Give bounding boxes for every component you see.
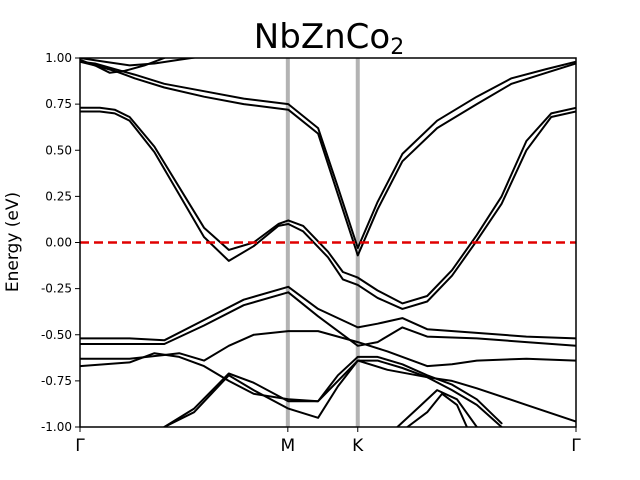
band-4 [80, 106, 576, 305]
y-tick-label-6: 0.50 [45, 143, 72, 157]
chart-title: NbZnCo2 [254, 17, 404, 60]
chart-title-subscript: 2 [390, 35, 404, 60]
band-12 [396, 389, 478, 427]
band-3 [80, 60, 576, 257]
x-tick-label-2: K [352, 436, 364, 456]
y-tick-label-4: 0.00 [45, 236, 72, 250]
band-8 [80, 330, 576, 368]
y-tick-label-0: -1.00 [41, 420, 72, 434]
chart-title-main: NbZnCo [254, 17, 390, 57]
y-axis-label: Energy (eV) [3, 192, 23, 292]
y-tick-label-8: 1.00 [45, 51, 72, 65]
x-tick-label-0: Γ [75, 436, 85, 456]
band-6 [80, 285, 576, 342]
y-tick-label-7: 0.75 [45, 97, 72, 111]
band-5 [80, 110, 576, 310]
band-7 [80, 291, 576, 347]
bands-group [80, 58, 576, 427]
band-13 [406, 392, 468, 427]
x-tick-label-1: M [280, 436, 295, 456]
band-0 [80, 58, 199, 67]
band-2 [80, 60, 576, 249]
y-tick-label-2: -0.50 [41, 328, 72, 342]
band-11 [163, 359, 503, 427]
y-tick-label-1: -0.75 [41, 374, 72, 388]
plot-area: -1.00 -0.75 -0.50 -0.25 0.00 0.25 0.50 0.75 1.00… [41, 51, 581, 456]
y-tick-label-5: 0.25 [45, 189, 72, 203]
y-tick-label-3: -0.25 [41, 282, 72, 296]
band-10 [163, 355, 503, 427]
x-tick-label-3: Γ [571, 436, 581, 456]
